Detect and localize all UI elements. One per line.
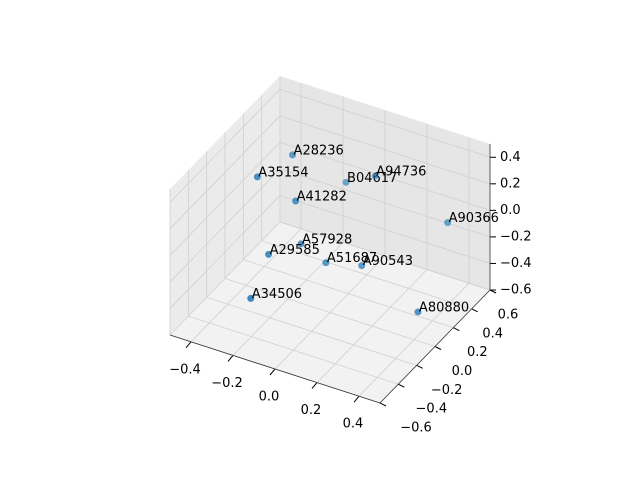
grid-line (224, 278, 436, 347)
grid-line (169, 115, 281, 230)
y-tick-label: −0.4 (416, 402, 448, 417)
grid-line (169, 142, 281, 256)
z-tick-label: 0.2 (500, 176, 521, 191)
data-point (297, 240, 305, 248)
grid-line (261, 240, 472, 310)
point-label: A29585 (270, 243, 320, 258)
x-tick-label: 0.0 (259, 390, 280, 405)
z-tick-label: 0.4 (500, 150, 521, 165)
tick-mark (185, 341, 192, 349)
y-tick-label: −0.6 (400, 421, 432, 436)
point-label: A57928 (302, 232, 352, 247)
data-point (322, 259, 330, 267)
grid-line (279, 221, 491, 291)
tick-mark (471, 308, 478, 313)
grid-line (169, 221, 281, 336)
data-point (342, 178, 350, 186)
tick-mark (353, 395, 360, 403)
point-label: A41282 (297, 190, 347, 205)
grid-line (169, 195, 281, 309)
point-label: A90543 (363, 254, 413, 269)
grid-line (169, 88, 281, 203)
point-label: A80880 (419, 300, 469, 315)
y-tick-label: 0.0 (452, 364, 473, 379)
x-tick-label: −0.4 (169, 362, 201, 377)
point-label: A34506 (252, 287, 302, 302)
point-label: A35154 (258, 165, 308, 180)
axis-line (379, 289, 491, 404)
y-tick-label: −0.2 (431, 383, 463, 398)
grid-line (279, 115, 491, 185)
data-point (253, 173, 261, 181)
tick-mark (398, 383, 405, 388)
point-label: A90366 (449, 211, 499, 226)
data-point (371, 172, 379, 180)
data-point (292, 197, 300, 205)
grid-line (279, 88, 491, 158)
data-point (358, 262, 366, 270)
grid-line (279, 195, 491, 264)
data-point (265, 250, 273, 258)
grid-line (279, 141, 491, 211)
y-tick-label: 0.4 (482, 326, 503, 341)
tick-mark (311, 382, 318, 389)
x-tick-label: 0.2 (301, 403, 322, 418)
z-tick-label: −0.6 (500, 283, 532, 298)
data-point (414, 308, 422, 316)
grid-line (279, 168, 491, 238)
y-tick-label: 0.2 (467, 345, 488, 360)
tick-mark (453, 327, 460, 332)
y-tick-label: 0.6 (498, 308, 519, 323)
z-tick-label: 0.0 (500, 203, 521, 218)
tick-mark (434, 346, 442, 350)
z-tick-label: −0.2 (500, 229, 532, 244)
axis-line (169, 334, 381, 404)
x-tick-label: −0.2 (211, 376, 243, 391)
point-label: A28236 (294, 143, 344, 158)
grid-line (243, 259, 454, 329)
data-point (289, 151, 297, 159)
tick-mark (269, 368, 276, 376)
tick-mark (227, 355, 234, 362)
point-label: B04617 (347, 171, 397, 186)
point-label: A51687 (327, 251, 377, 266)
data-point (444, 219, 452, 227)
grid-line (169, 168, 281, 283)
grid-line (206, 296, 417, 366)
tick-mark (379, 402, 387, 407)
z-tick-label: −0.4 (500, 256, 532, 271)
x-tick-label: 0.4 (343, 417, 364, 432)
tick-mark (416, 364, 423, 369)
point-label: A94736 (376, 165, 426, 180)
grid-line (188, 315, 399, 385)
data-point (247, 294, 255, 302)
